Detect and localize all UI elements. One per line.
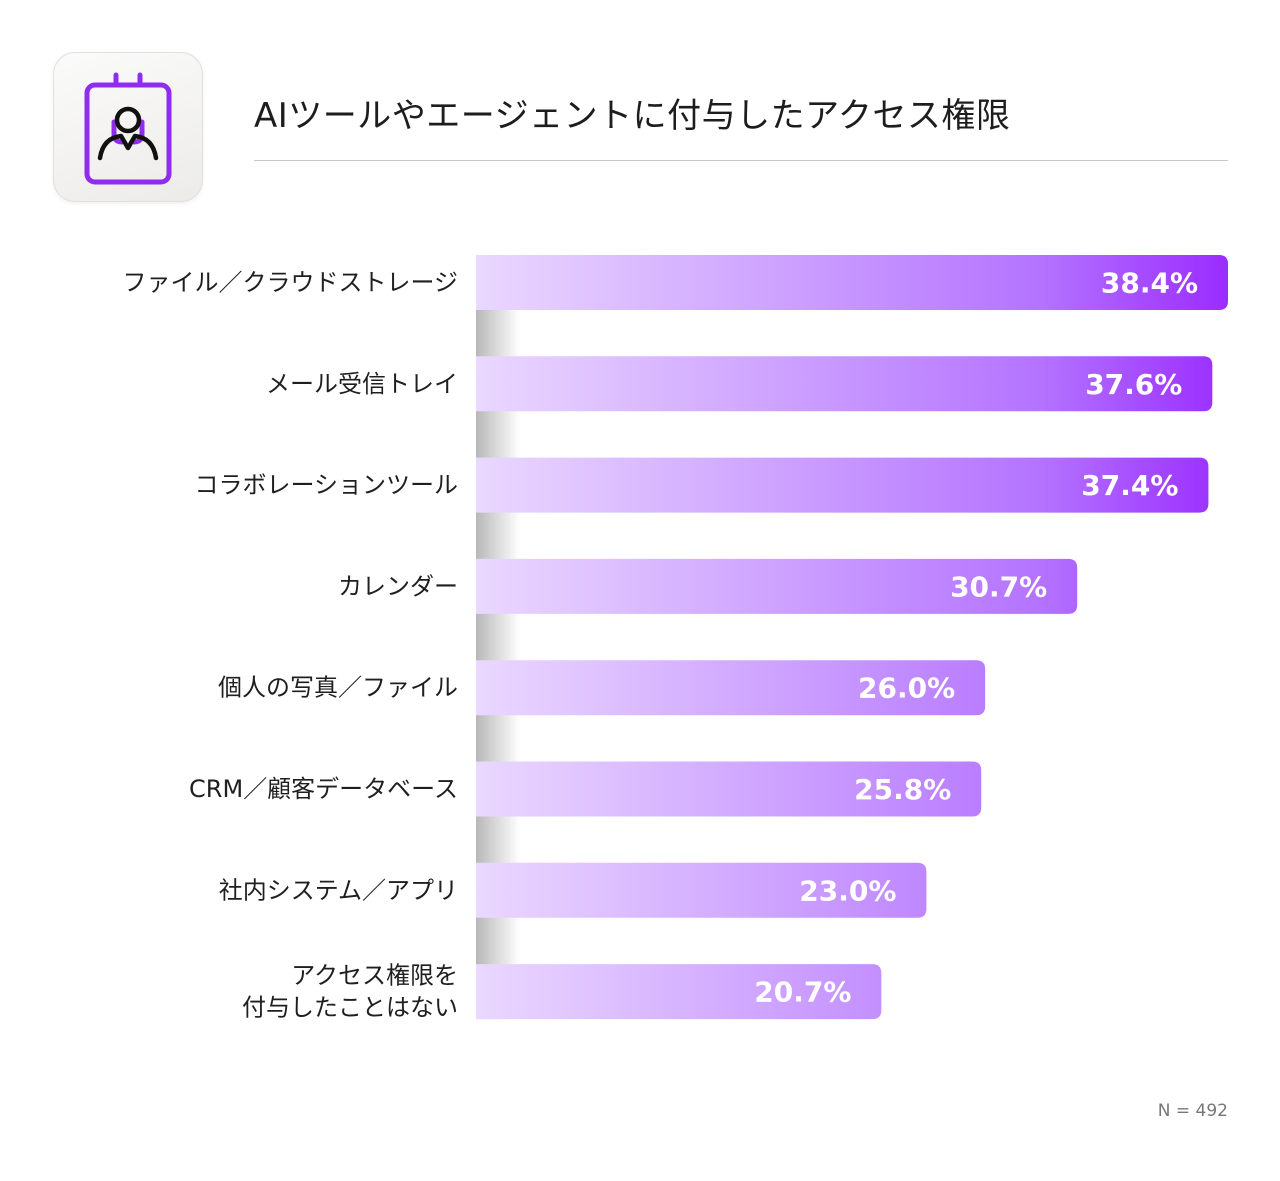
bar-row-8: 20.7% アクセス権限を付与したことはない (242, 962, 882, 1022)
id-badge-icon-tile (53, 52, 203, 202)
category-label: メール受信トレイ (266, 370, 458, 398)
bar (476, 255, 1228, 310)
id-badge-icon (84, 72, 172, 185)
category-label: アクセス権限を付与したことはない (242, 962, 458, 1022)
category-label: コラボレーションツール (194, 471, 458, 499)
bar (476, 660, 986, 716)
category-label: 個人の写真／ファイル (218, 674, 458, 702)
bar-row-1: 38.4% ファイル／クラウドストレージ (122, 255, 1228, 310)
bar-value-label: 37.6% (1085, 368, 1182, 401)
bar-value-label: 25.8% (854, 773, 951, 806)
bar (476, 964, 882, 1020)
bar-value-label: 37.4% (1081, 469, 1178, 502)
bar (476, 862, 927, 918)
bar-value-label: 20.7% (754, 976, 851, 1009)
category-label: カレンダー (338, 572, 458, 600)
bar-row-2: 37.6% メール受信トレイ (266, 356, 1213, 412)
bar-value-label: 23.0% (799, 874, 896, 907)
category-label: CRM／顧客データベース (189, 775, 458, 803)
bar (476, 558, 1078, 614)
title-divider (254, 160, 1228, 161)
bar-value-label: 30.7% (950, 570, 1047, 603)
category-label: ファイル／クラウドストレージ (122, 269, 458, 297)
bar (476, 761, 982, 817)
bar-value-label: 26.0% (858, 672, 955, 705)
bar-row-7: 23.0% 社内システム／アプリ (219, 862, 927, 918)
bar-row-5: 26.0% 個人の写真／ファイル (218, 660, 986, 716)
category-label: 社内システム／アプリ (219, 876, 458, 904)
bar-row-6: 25.8% CRM／顧客データベース (189, 761, 982, 817)
chart-title: AIツールやエージェントに付与したアクセス権限 (254, 96, 1011, 136)
bar-row-3: 37.4% コラボレーションツール (194, 457, 1209, 513)
bar-row-4: 30.7% カレンダー (338, 558, 1078, 614)
bar (476, 457, 1209, 513)
sample-size-note: N = 492 (1157, 1101, 1228, 1121)
bar-value-label: 38.4% (1101, 267, 1198, 300)
bar (476, 356, 1213, 412)
